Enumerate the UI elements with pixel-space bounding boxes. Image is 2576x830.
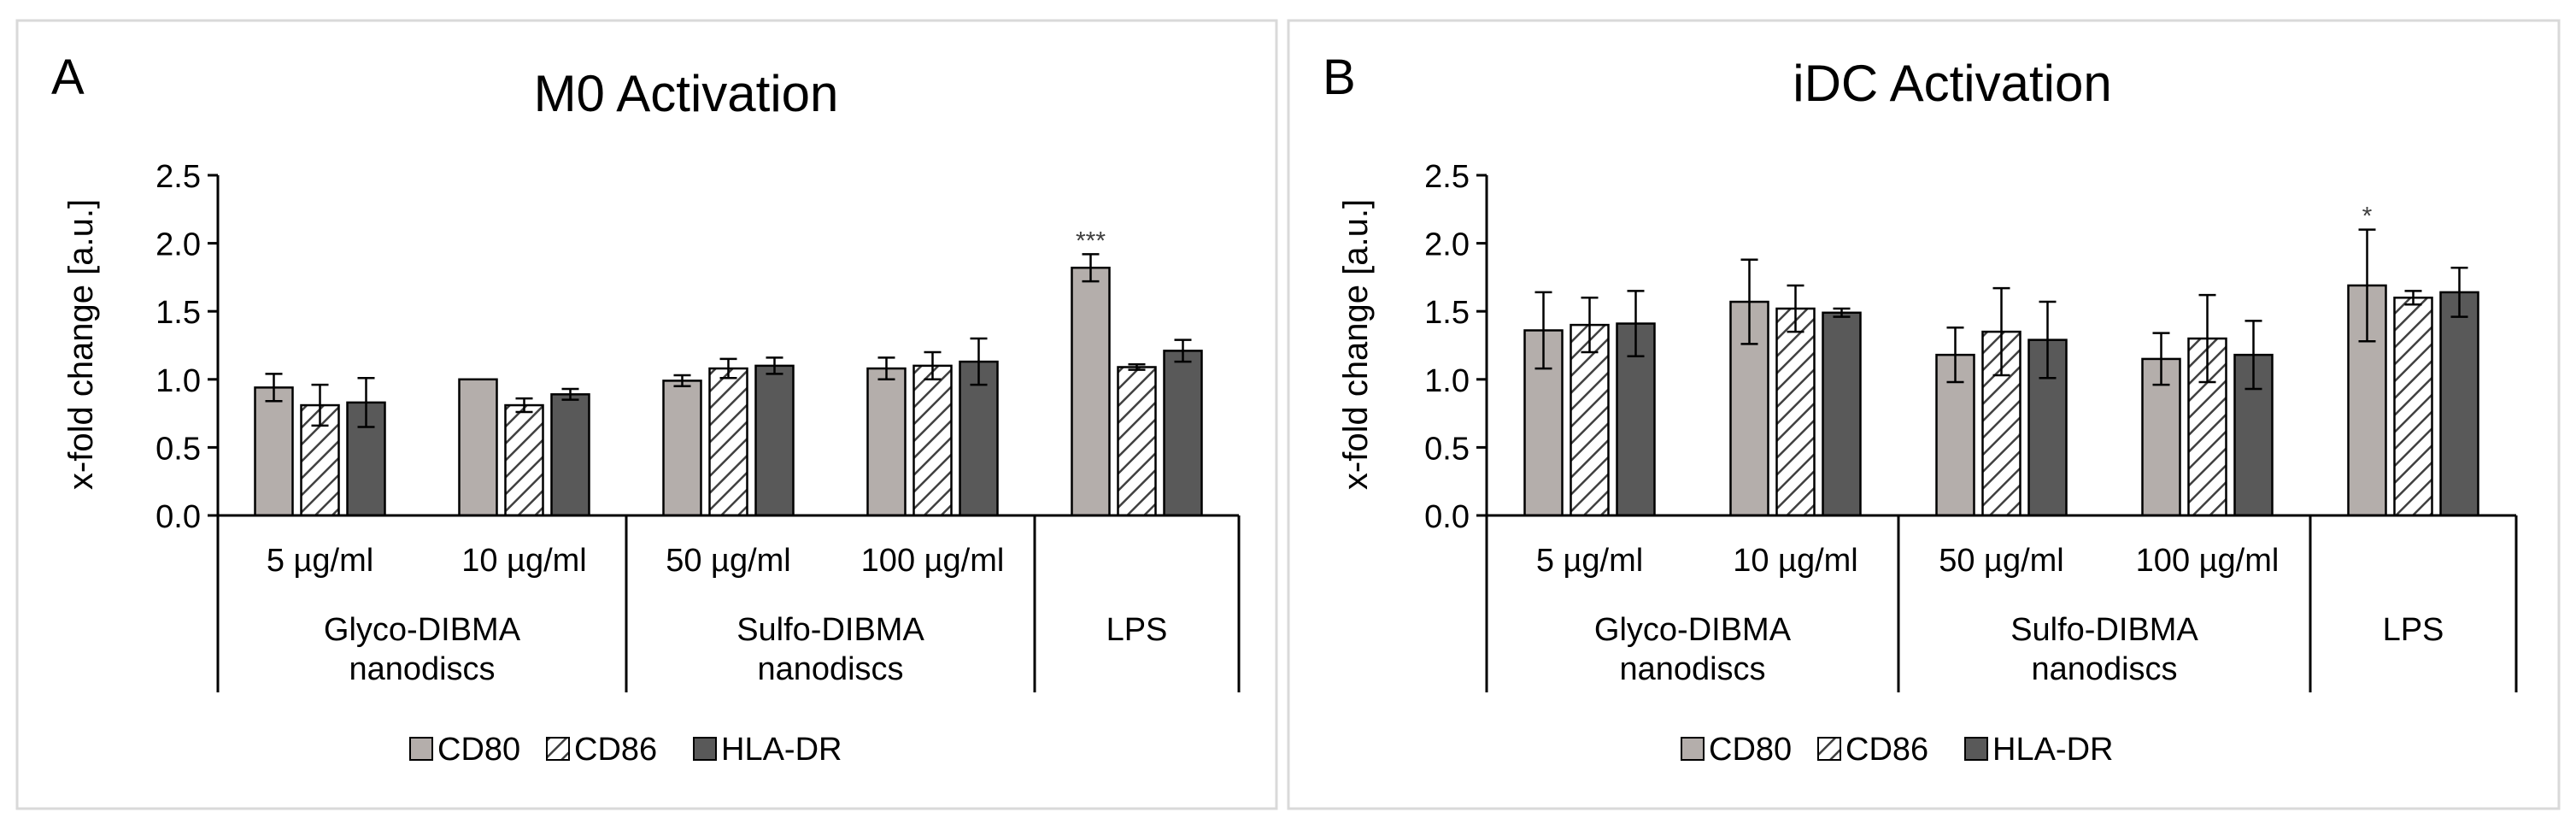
bar-cd86 [2393,297,2433,517]
panel-a-label: A [51,50,85,105]
panel-a-category-labels: 5 µg/ml 10 µg/ml 50 µg/ml 100 µg/ml [267,543,1005,579]
panel-a-y-ticks: 0.0 0.5 1.0 1.5 2.0 2.5 [155,159,220,535]
category-label: 10 µg/ml [1733,543,1858,579]
legend-swatch-cd80 [1681,737,1705,761]
group-label: Glyco-DIBMA [1594,612,1792,648]
bar-cd80 [254,386,294,517]
bar-cd80 [458,378,498,517]
group-label: nanodiscs [2031,651,2177,687]
panel-b-legend: CD80 CD86 HLA-DR [1681,732,2113,768]
bar-hla-dr [550,393,590,517]
group-label: nanodiscs [1619,651,1765,687]
category-label: 10 µg/ml [461,543,587,579]
panel-a-legend: CD80 CD86 HLA-DR [409,732,842,768]
bar-cd86 [1117,366,1157,517]
panel-b: B iDC Activation x-fold change [a.u.] 0.… [1287,19,2561,810]
panel-b-y-axis-label: x-fold change [a.u.] [1337,199,1375,490]
bar-cd86 [708,367,748,517]
legend-swatch-cd80 [409,737,433,761]
legend-label-cd80: CD80 [437,732,520,768]
legend-swatch-hla-dr [1964,737,1988,761]
legend-label-hla-dr: HLA-DR [721,732,842,768]
panel-b-title: iDC Activation [1793,55,2111,112]
category-label: 100 µg/ml [2136,543,2280,579]
bar-hla-dr [1163,350,1203,517]
y-tick-label: 1.5 [155,295,201,331]
group-label: LPS [2383,612,2444,648]
y-tick-label: 2.0 [1424,227,1470,263]
panel-b-label: B [1323,50,1356,105]
panel-a-frame [15,19,1278,810]
bar-cd80 [1071,267,1111,517]
group-label: nanodiscs [757,651,903,687]
legend-swatch-cd86 [546,737,570,761]
panel-b-error-bars [1534,228,2468,391]
y-tick-label: 1.0 [155,363,201,399]
group-label: LPS [1106,612,1168,648]
legend-swatch-cd86 [1817,737,1841,761]
y-tick-label: 1.5 [1424,295,1470,331]
y-tick-label: 0.5 [1424,431,1470,467]
bar-cd86 [1775,307,1816,517]
bar-cd86 [912,364,953,517]
panel-a-error-bars [265,253,1192,428]
category-label: 50 µg/ml [666,543,791,579]
bar-hla-dr [1822,311,1862,517]
bar-cd80 [662,380,702,517]
panel-b-annotations: * [2362,203,2373,231]
y-tick-label: 0.0 [155,499,201,535]
category-label: 100 µg/ml [861,543,1005,579]
legend-label-hla-dr: HLA-DR [1992,732,2113,768]
y-tick-label: 1.0 [1424,363,1470,399]
category-label: 50 µg/ml [1939,543,2064,579]
y-tick-label: 2.0 [155,227,201,263]
panel-a-group-labels: Glyco-DIBMAnanodiscsSulfo-DIBMAnanodiscs… [216,515,1241,692]
y-tick-label: 0.0 [1424,499,1470,535]
panel-a-y-axis-label: x-fold change [a.u.] [62,199,100,490]
panel-a-annotations: *** [1076,227,1106,255]
group-label: Sulfo-DIBMA [736,612,924,648]
panel-b-y-ticks: 0.0 0.5 1.0 1.5 2.0 2.5 [1424,159,1488,535]
y-tick-label: 2.5 [1424,159,1470,195]
legend-label-cd86: CD86 [1845,732,1928,768]
group-label: Glyco-DIBMA [324,612,521,648]
category-label: 5 µg/ml [1536,543,1643,579]
legend-label-cd80: CD80 [1709,732,1792,768]
bar-hla-dr [2439,291,2479,517]
significance-marker: * [2362,203,2373,231]
significance-marker: *** [1076,227,1106,255]
bar-hla-dr [754,364,795,517]
bar-cd86 [504,403,544,517]
group-label: Sulfo-DIBMA [2010,612,2198,648]
legend-swatch-hla-dr [693,737,717,761]
panel-a-bars [254,267,1203,517]
panel-a-title: M0 Activation [534,65,839,122]
panel-b-category-labels: 5 µg/ml 10 µg/ml 50 µg/ml 100 µg/ml [1536,543,2280,579]
group-label: nanodiscs [349,651,495,687]
bar-cd80 [866,367,907,517]
category-label: 5 µg/ml [267,543,373,579]
legend-label-cd86: CD86 [574,732,657,768]
panel-b-group-labels: Glyco-DIBMAnanodiscsSulfo-DIBMAnanodiscs… [1485,515,2518,692]
bar-cd86 [1570,323,1610,517]
y-tick-label: 2.5 [155,159,201,195]
panel-b-frame [1287,19,2561,810]
y-tick-label: 0.5 [155,431,201,467]
panel-a: A M0 Activation x-fold change [a.u.] 0.0… [15,19,1278,810]
